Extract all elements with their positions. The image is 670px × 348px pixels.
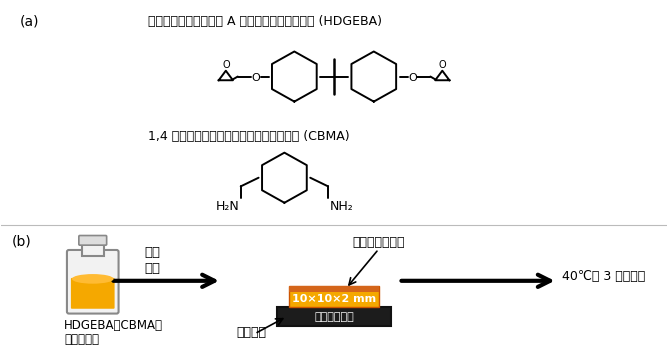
Text: O: O	[408, 72, 417, 82]
FancyBboxPatch shape	[71, 278, 115, 309]
Text: NH₂: NH₂	[330, 200, 354, 213]
Bar	[289, 286, 379, 307]
FancyBboxPatch shape	[67, 250, 119, 314]
Text: (b): (b)	[11, 235, 31, 248]
Text: O: O	[438, 60, 446, 70]
Text: 水素化ビスフェノール A ジグリシジルエーテル (HDGEBA): 水素化ビスフェノール A ジグリシジルエーテル (HDGEBA)	[148, 15, 383, 28]
Text: 1,4 ビス（アミノメチル）シクロヘキサン (CBMA): 1,4 ビス（アミノメチル）シクロヘキサン (CBMA)	[148, 130, 350, 143]
Text: HDGEBA、CBMA、: HDGEBA、CBMA、	[64, 319, 163, 332]
Text: 水の混合物: 水の混合物	[64, 333, 99, 346]
Text: 10×10×2 mm: 10×10×2 mm	[292, 294, 376, 304]
Text: シリコンラバー: シリコンラバー	[352, 237, 405, 250]
Text: 撹拌: 撹拌	[144, 246, 160, 259]
FancyBboxPatch shape	[79, 236, 107, 245]
Bar	[277, 307, 391, 326]
Bar	[289, 286, 379, 292]
Text: O: O	[222, 60, 230, 70]
Text: 脱気: 脱気	[144, 262, 160, 275]
Text: アルミナ: アルミナ	[237, 326, 267, 339]
Text: O: O	[251, 72, 260, 82]
Text: シリコン基板: シリコン基板	[314, 313, 354, 322]
Text: (a): (a)	[19, 15, 39, 29]
Text: 40℃で 3 時間硬化: 40℃で 3 時間硬化	[563, 270, 646, 284]
Bar	[82, 240, 104, 256]
Text: H₂N: H₂N	[216, 200, 240, 213]
Ellipse shape	[72, 274, 114, 284]
